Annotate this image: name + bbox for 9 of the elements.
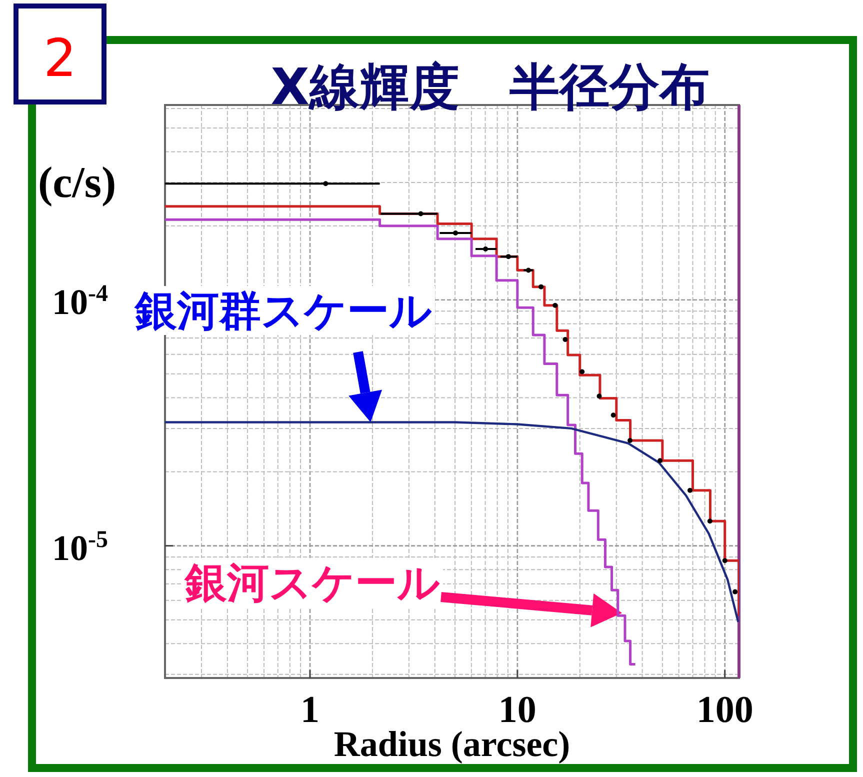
x-tick-label: 1 — [300, 689, 320, 731]
chart-title: X線輝度 半径分布 — [270, 58, 710, 116]
annotation: 銀河群スケール — [134, 286, 432, 335]
x-tick-label: 100 — [696, 689, 754, 731]
y-axis-title: (c/s) — [38, 158, 116, 207]
annotation: 銀河スケール — [184, 558, 440, 607]
y-tick-label: 10$^{-4}$ — [52, 280, 108, 322]
y-tick-label: 10$^{-5}$ — [52, 526, 108, 568]
text: 2 — [43, 29, 77, 89]
